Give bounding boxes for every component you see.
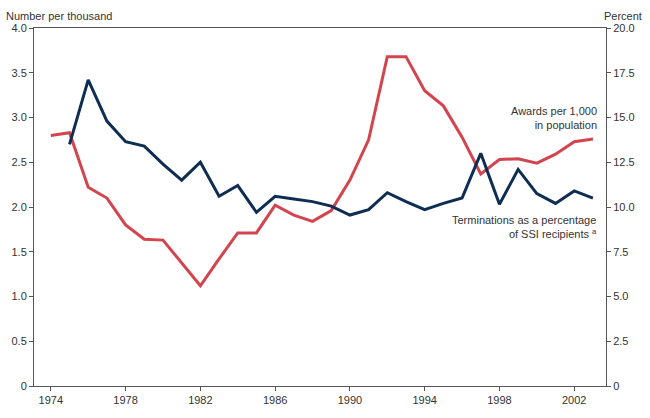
svg-text:0: 0 xyxy=(21,380,27,392)
svg-text:Terminations as a percentageof: Terminations as a percentageof SSI recip… xyxy=(452,214,597,240)
svg-text:0: 0 xyxy=(613,380,619,392)
svg-text:12.5: 12.5 xyxy=(613,156,634,168)
svg-text:17.5: 17.5 xyxy=(613,67,634,79)
svg-text:10.0: 10.0 xyxy=(613,201,634,213)
svg-text:1974: 1974 xyxy=(39,394,63,406)
svg-text:4.0: 4.0 xyxy=(12,22,27,34)
svg-text:0.5: 0.5 xyxy=(12,335,27,347)
svg-text:Awards per 1,000in population: Awards per 1,000in population xyxy=(511,105,597,131)
svg-text:20.0: 20.0 xyxy=(613,22,634,34)
svg-text:2002: 2002 xyxy=(562,394,586,406)
svg-text:1990: 1990 xyxy=(338,394,362,406)
svg-text:5.0: 5.0 xyxy=(613,290,628,302)
svg-text:1982: 1982 xyxy=(188,394,212,406)
svg-text:3.5: 3.5 xyxy=(12,67,27,79)
svg-text:1998: 1998 xyxy=(487,394,511,406)
svg-text:2.5: 2.5 xyxy=(613,335,628,347)
svg-text:1.5: 1.5 xyxy=(12,246,27,258)
svg-text:1986: 1986 xyxy=(263,394,287,406)
svg-text:1.0: 1.0 xyxy=(12,290,27,302)
svg-text:2.5: 2.5 xyxy=(12,156,27,168)
svg-text:1994: 1994 xyxy=(412,394,436,406)
svg-text:7.5: 7.5 xyxy=(613,246,628,258)
svg-text:1978: 1978 xyxy=(113,394,137,406)
svg-text:15.0: 15.0 xyxy=(613,111,634,123)
svg-text:Percent: Percent xyxy=(604,10,642,22)
svg-text:2.0: 2.0 xyxy=(12,201,27,213)
svg-text:3.0: 3.0 xyxy=(12,111,27,123)
svg-text:Number per thousand: Number per thousand xyxy=(6,10,112,22)
